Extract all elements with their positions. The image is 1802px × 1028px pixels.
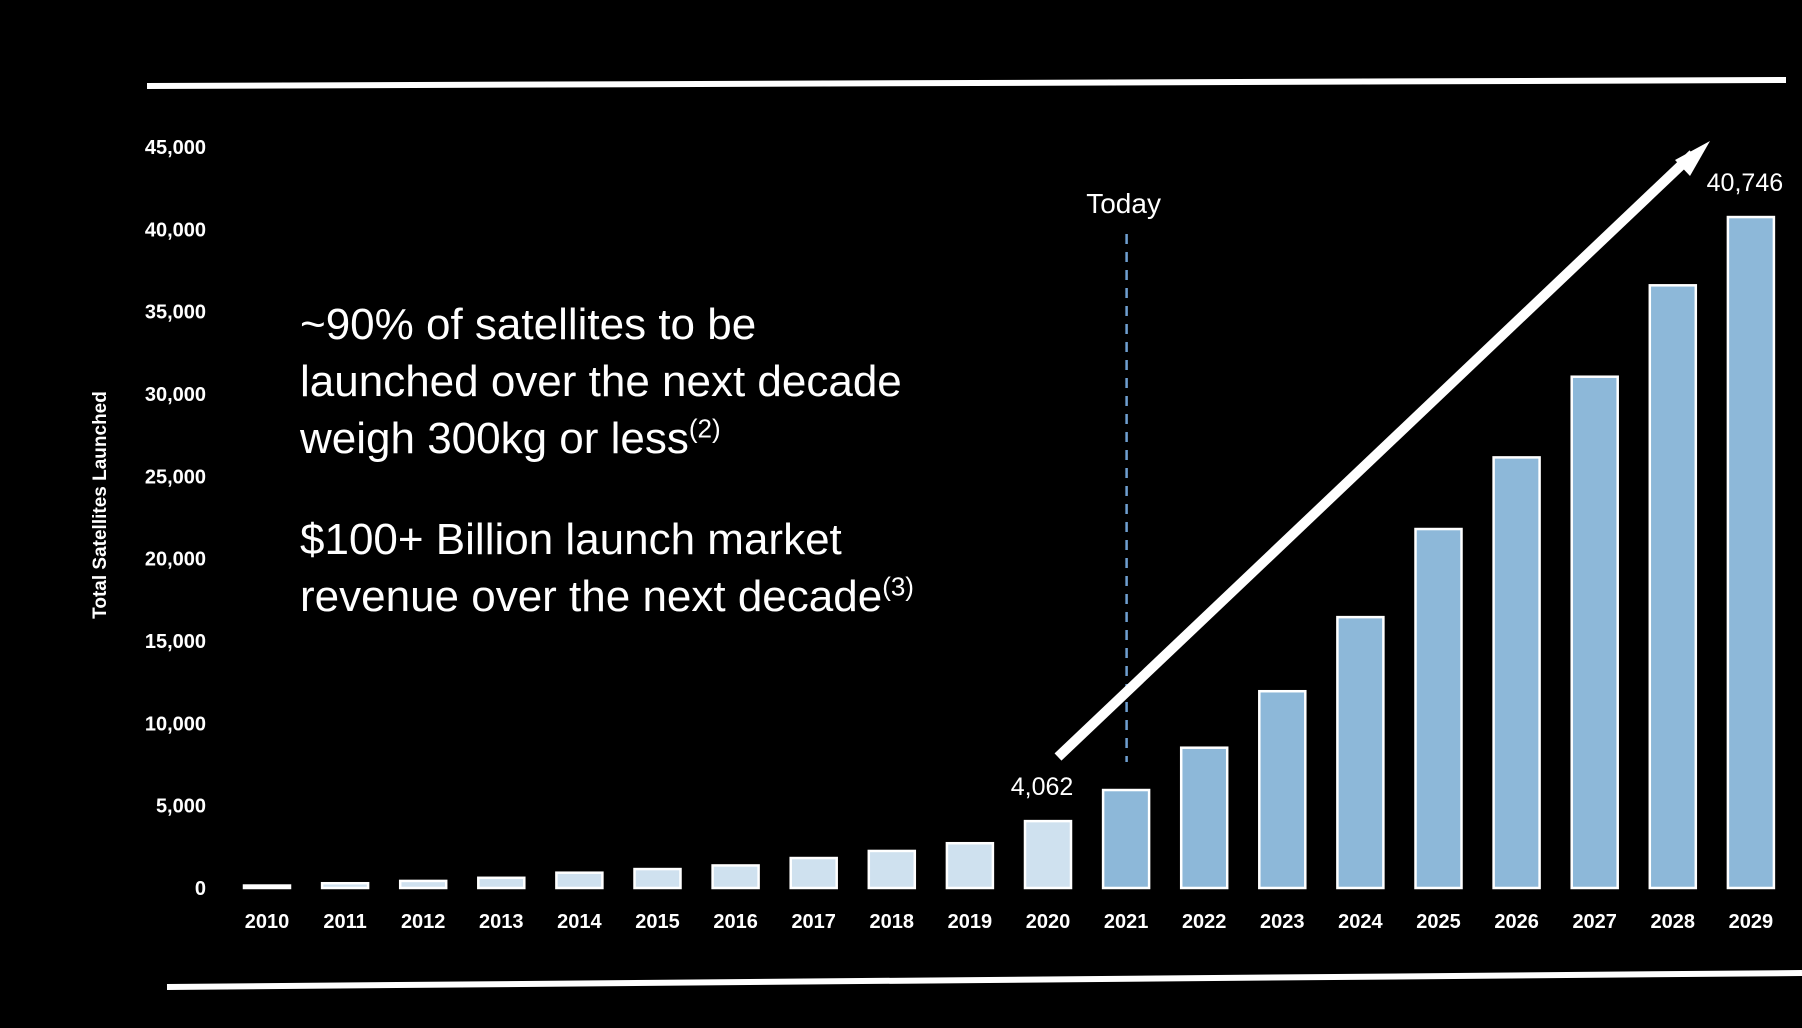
- y-tick-label: 0: [195, 878, 206, 900]
- bar-2023: [1258, 689, 1307, 890]
- y-tick-label: 20,000: [145, 549, 206, 571]
- today-label: Today: [1086, 188, 1161, 219]
- bar-2014: [555, 871, 604, 890]
- bar-2015: [633, 867, 682, 890]
- bars: [242, 215, 1776, 890]
- x-tick-label: 2013: [479, 911, 524, 933]
- bar-2024: [1336, 615, 1385, 890]
- callout-market-revenue: $100+ Billion launch market revenue over…: [300, 511, 920, 625]
- x-tick-label: 2021: [1104, 911, 1149, 933]
- bar-2016: [711, 864, 760, 890]
- footnote-marker: (3): [882, 571, 914, 602]
- top-divider-line: [146, 77, 1787, 89]
- x-tick-label: 2010: [245, 911, 290, 933]
- y-tick-label: 5,000: [156, 796, 206, 818]
- y-axis-ticks: 0 5,000 10,000 15,000 20,000 25,000 30,000 35,0…: [145, 137, 206, 900]
- x-tick-label: 2029: [1729, 911, 1774, 933]
- y-tick-label: 40,000: [145, 219, 206, 241]
- callout-text: ~90% of satellites to be launched over t…: [300, 300, 902, 463]
- bar-2028: [1648, 284, 1698, 890]
- x-tick-label: 2014: [557, 911, 602, 933]
- x-tick-label: 2028: [1651, 911, 1696, 933]
- callout-text: $100+ Billion launch market revenue over…: [300, 515, 883, 621]
- x-tick-label: 2024: [1338, 911, 1383, 933]
- x-tick-label: 2017: [791, 911, 836, 933]
- footnote-marker: (2): [688, 413, 721, 444]
- callout-small-satellites: ~90% of satellites to be launched over t…: [300, 296, 920, 467]
- data-label-2029: 40,746: [1707, 169, 1783, 197]
- bar-2020: [1023, 819, 1073, 890]
- bar-2018: [867, 849, 917, 890]
- data-label-2020: 4,062: [1011, 773, 1074, 801]
- y-axis-title: Total Satellites Launched: [90, 391, 111, 619]
- growth-arrow-icon: [1054, 141, 1710, 761]
- x-tick-label: 2026: [1494, 911, 1539, 933]
- x-tick-label: 2018: [870, 911, 915, 933]
- x-tick-label: 2012: [401, 911, 446, 933]
- bar-2026: [1492, 456, 1541, 890]
- x-tick-label: 2023: [1260, 911, 1305, 933]
- y-tick-label: 10,000: [145, 713, 206, 735]
- bar-2011: [320, 881, 370, 890]
- y-tick-label: 30,000: [145, 384, 206, 406]
- x-tick-label: 2025: [1416, 911, 1461, 933]
- bar-2013: [477, 876, 526, 890]
- y-tick-label: 35,000: [145, 302, 206, 324]
- y-tick-label: 25,000: [145, 466, 206, 488]
- data-labels: 4,062 40,746: [1011, 169, 1783, 801]
- x-axis-ticks: 2010 2011 2012 2013 2014 2015 2016 2017 2018 2019…: [245, 911, 1773, 933]
- x-tick-label: 2016: [713, 911, 758, 933]
- x-tick-label: 2011: [323, 911, 366, 933]
- x-tick-label: 2022: [1182, 911, 1227, 933]
- bar-2027: [1570, 375, 1619, 890]
- bar-2022: [1179, 746, 1229, 890]
- bar-2025: [1414, 527, 1463, 890]
- bar-2029: [1726, 215, 1776, 890]
- bar-2012: [398, 879, 448, 890]
- bar-2010: [242, 884, 292, 890]
- y-tick-label: 45,000: [145, 137, 206, 159]
- bar-2019: [945, 841, 995, 890]
- x-tick-label: 2027: [1572, 911, 1617, 933]
- x-tick-label: 2019: [948, 911, 993, 933]
- x-tick-label: 2020: [1026, 911, 1071, 933]
- bottom-divider-line: [166, 970, 1802, 990]
- y-tick-label: 15,000: [145, 631, 206, 653]
- callouts: ~90% of satellites to be launched over t…: [300, 296, 920, 669]
- bar-2017: [789, 856, 838, 890]
- bar-2021: [1101, 788, 1151, 890]
- x-tick-label: 2015: [635, 911, 680, 933]
